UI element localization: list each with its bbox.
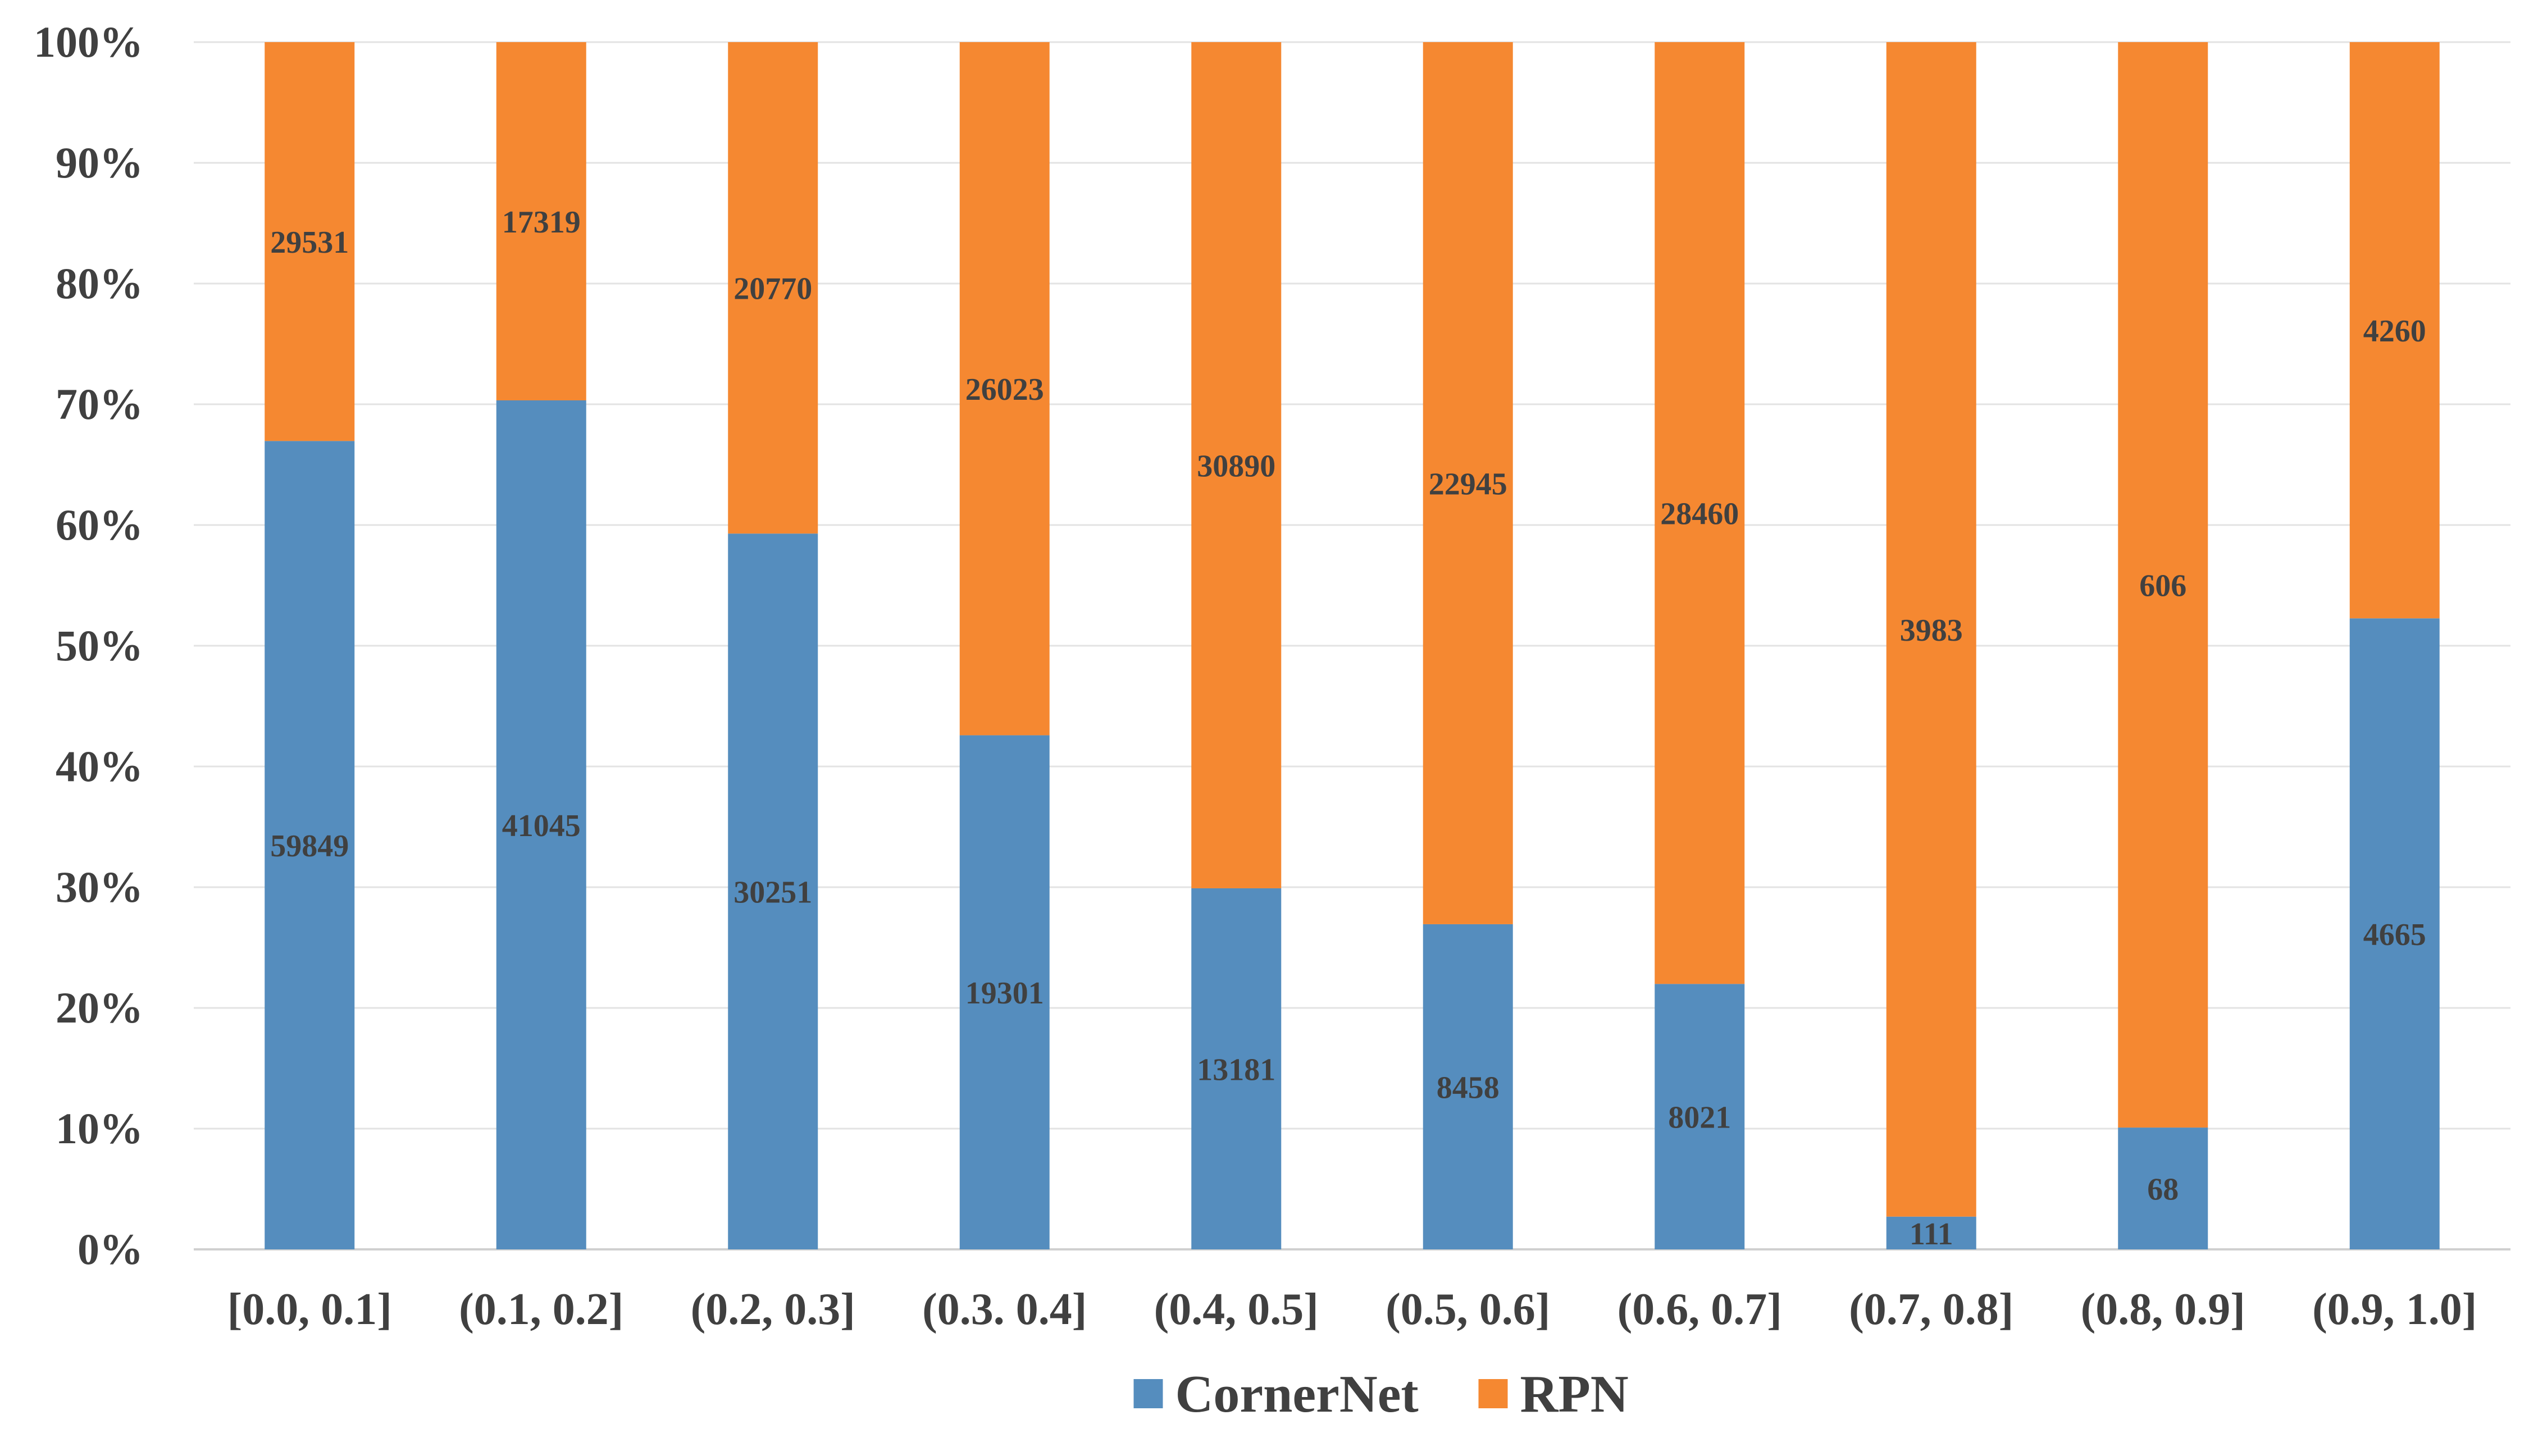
x-tick-label: [0.0, 0.1]: [227, 1285, 392, 1334]
y-tick-label: 70%: [56, 380, 143, 428]
data-label: 41045: [502, 809, 581, 843]
x-tick-label: (0.7, 0.8]: [1849, 1285, 2013, 1334]
data-label: 19301: [965, 976, 1044, 1011]
legend-swatch-rpn: [1478, 1379, 1508, 1408]
y-tick-label: 60%: [56, 500, 143, 549]
x-tick-label: (0.6, 0.7]: [1617, 1285, 1782, 1334]
data-label: 606: [2139, 569, 2186, 604]
bar-segment-rpn: [2118, 42, 2208, 1128]
data-label: 8021: [1668, 1101, 1731, 1135]
y-axis: 0% 10% 20% 30% 40% 50% 60% 70% 80% 90% 100%: [34, 17, 143, 1274]
bar-segment-rpn: [1655, 42, 1745, 984]
y-tick-label: 50%: [56, 621, 143, 670]
y-tick-label: 100%: [34, 17, 143, 66]
data-label: 28460: [1660, 497, 1739, 532]
data-label: 3983: [1900, 613, 1963, 648]
bar-segment-cornernet: [1655, 984, 1745, 1249]
data-label: 30251: [733, 875, 812, 910]
bar-segment-rpn: [1191, 42, 1282, 888]
legend-label-rpn: RPN: [1520, 1365, 1629, 1423]
bar-segment-rpn: [1423, 42, 1513, 924]
data-label: 68: [2147, 1172, 2179, 1207]
bar-segment-cornernet: [1191, 888, 1282, 1249]
x-tick-label: (0.4, 0.5]: [1154, 1285, 1319, 1334]
x-tick-label: (0.3. 0.4]: [922, 1285, 1087, 1334]
bar-segment-cornernet: [959, 735, 1050, 1249]
bar-segment-cornernet: [2349, 618, 2440, 1249]
y-tick-label: 10%: [56, 1104, 143, 1153]
bar-segment-rpn: [265, 42, 355, 441]
y-tick-label: 40%: [56, 742, 143, 791]
legend: CornerNet RPN: [1133, 1365, 1629, 1423]
data-label: 8458: [1437, 1070, 1500, 1105]
y-tick-label: 0%: [78, 1225, 143, 1274]
y-tick-label: 30%: [56, 862, 143, 911]
bar-segment-cornernet: [2118, 1128, 2208, 1249]
legend-swatch-cornernet: [1133, 1379, 1163, 1408]
data-label: 29531: [270, 225, 349, 260]
bar-segment-rpn: [2349, 42, 2440, 619]
x-tick-label: (0.9, 1.0]: [2312, 1285, 2477, 1334]
bar-segment-rpn: [1886, 42, 1976, 1217]
bar-segment-cornernet: [265, 441, 355, 1249]
bar-segment-cornernet: [496, 400, 586, 1250]
data-label: 4665: [2363, 918, 2426, 952]
bar-segment-cornernet: [1423, 924, 1513, 1249]
y-tick-label: 80%: [56, 259, 143, 308]
data-label: 4260: [2363, 314, 2426, 349]
x-tick-label: (0.2, 0.3]: [691, 1285, 855, 1334]
bar-segment-rpn: [959, 42, 1050, 736]
data-label: 30890: [1197, 449, 1275, 483]
x-tick-label: (0.5, 0.6]: [1386, 1285, 1550, 1334]
data-label: 17319: [502, 205, 581, 240]
bar-segment-cornernet: [1886, 1216, 1976, 1249]
y-tick-label: 90%: [56, 138, 143, 187]
data-label: 20770: [733, 272, 812, 307]
data-label: 26023: [965, 372, 1044, 407]
bars: [265, 42, 2440, 1250]
legend-label-cornernet: CornerNet: [1175, 1365, 1419, 1423]
bar-segment-rpn: [728, 42, 818, 534]
data-label: 22945: [1429, 467, 1507, 501]
x-tick-label: (0.1, 0.2]: [459, 1285, 623, 1334]
bar-segment-cornernet: [728, 533, 818, 1249]
x-tick-label: (0.8, 0.9]: [2081, 1285, 2245, 1334]
data-label: 111: [1910, 1217, 1953, 1252]
data-label: 13181: [1197, 1052, 1275, 1087]
x-axis: [0.0, 0.1] (0.1, 0.2] (0.2, 0.3] (0.3. 0.4]…: [227, 1285, 2477, 1334]
bar-value-labels: 59849 29531 41045 17319 30251 20770 19301 26023…: [270, 205, 2426, 1252]
data-label: 59849: [270, 829, 349, 864]
y-tick-label: 20%: [56, 983, 143, 1032]
bar-segment-rpn: [496, 42, 586, 400]
